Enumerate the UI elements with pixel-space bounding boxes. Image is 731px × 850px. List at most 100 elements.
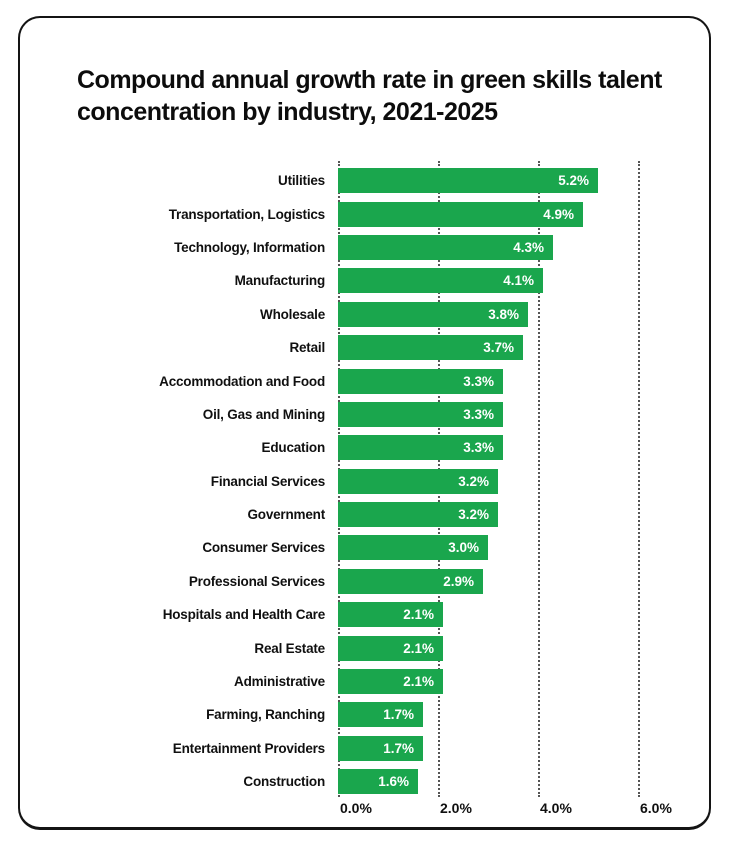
bar-row: Oil, Gas and Mining 3.3%	[80, 398, 668, 431]
bar-value-label: 3.3%	[463, 440, 494, 456]
bar: 1.7%	[338, 702, 423, 728]
bar-track: 2.1%	[338, 602, 668, 628]
gridline	[538, 161, 540, 797]
bar-track: 3.8%	[338, 301, 668, 327]
bar-row: Hospitals and Health Care 2.1%	[80, 598, 668, 631]
bar: 1.7%	[338, 735, 423, 761]
category-label: Education	[261, 440, 326, 456]
bar: 2.1%	[338, 669, 443, 695]
bar-value-label: 1.7%	[383, 707, 414, 723]
bar-row: Entertainment Providers 1.7%	[80, 732, 668, 765]
bar-track: 2.1%	[338, 669, 668, 695]
bar-row: Construction 1.6%	[80, 765, 668, 798]
bar-track: 3.3%	[338, 368, 668, 394]
bar-row: Consumer Services 3.0%	[80, 531, 668, 564]
category-label: Consumer Services	[202, 540, 325, 556]
bar-value-label: 3.3%	[463, 373, 494, 389]
x-axis: 0.0% 2.0% 4.0% 6.0%	[338, 800, 718, 820]
bar-value-label: 3.2%	[458, 507, 489, 523]
x-tick-label: 6.0%	[640, 800, 672, 816]
category-label: Transportation, Logistics	[168, 206, 325, 222]
bar-track: 3.3%	[338, 435, 668, 461]
bar-value-label: 4.9%	[543, 206, 574, 222]
bar-row: Retail 3.7%	[80, 331, 668, 364]
bar-track: 5.2%	[338, 168, 668, 194]
bar: 4.3%	[338, 234, 553, 260]
bar: 4.1%	[338, 268, 543, 294]
bar-track: 3.3%	[338, 401, 668, 427]
x-tick-label: 0.0%	[340, 800, 372, 816]
bar-track: 2.1%	[338, 635, 668, 661]
bar-rows: Utilities 5.2% Transportation, Logistics 4.…	[80, 164, 668, 798]
bar-track: 3.2%	[338, 502, 668, 528]
chart-card: Compound annual growth rate in green ski…	[18, 16, 711, 830]
category-label: Retail	[289, 340, 325, 356]
bar-value-label: 2.1%	[403, 674, 434, 690]
bar-value-label: 2.9%	[443, 573, 474, 589]
bar-row: Manufacturing 4.1%	[80, 264, 668, 297]
bar-value-label: 4.3%	[513, 239, 544, 255]
category-label: Hospitals and Health Care	[162, 607, 325, 623]
bar-row: Education 3.3%	[80, 431, 668, 464]
category-label: Construction	[243, 774, 325, 790]
bar-track: 1.6%	[338, 769, 668, 795]
category-label: Financial Services	[210, 473, 325, 489]
bar-track: 3.7%	[338, 335, 668, 361]
bar-track: 3.2%	[338, 468, 668, 494]
bar-row: Transportation, Logistics 4.9%	[80, 197, 668, 230]
bar-row: Administrative 2.1%	[80, 665, 668, 698]
category-label: Oil, Gas and Mining	[202, 406, 325, 422]
bar: 3.3%	[338, 368, 503, 394]
bar: 3.0%	[338, 535, 488, 561]
gridline	[638, 161, 640, 797]
bar-track: 4.3%	[338, 234, 668, 260]
bar-track: 1.7%	[338, 735, 668, 761]
bar-value-label: 3.0%	[448, 540, 479, 556]
bar: 3.2%	[338, 468, 498, 494]
bar: 5.2%	[338, 168, 598, 194]
bar-row: Technology, Information 4.3%	[80, 231, 668, 264]
bar-value-label: 3.8%	[488, 306, 519, 322]
bar-track: 1.7%	[338, 702, 668, 728]
bar-value-label: 3.3%	[463, 406, 494, 422]
bar-row: Utilities 5.2%	[80, 164, 668, 197]
bar-track: 4.1%	[338, 268, 668, 294]
category-label: Manufacturing	[234, 273, 326, 289]
bar-value-label: 1.6%	[378, 774, 409, 790]
bar-row: Farming, Ranching 1.7%	[80, 698, 668, 731]
bar-row: Real Estate 2.1%	[80, 631, 668, 664]
x-tick-label: 4.0%	[540, 800, 572, 816]
category-label: Utilities	[278, 173, 325, 189]
bar: 4.9%	[338, 201, 583, 227]
bar-row: Financial Services 3.2%	[80, 465, 668, 498]
chart-title: Compound annual growth rate in green ski…	[77, 66, 662, 126]
bar-value-label: 2.1%	[403, 640, 434, 656]
category-label: Professional Services	[188, 573, 325, 589]
bar: 3.7%	[338, 335, 523, 361]
bar: 3.3%	[338, 401, 503, 427]
category-label: Administrative	[234, 674, 325, 690]
x-tick-label: 2.0%	[440, 800, 472, 816]
bar-row: Government 3.2%	[80, 498, 668, 531]
bar-value-label: 5.2%	[558, 173, 589, 189]
bar-row: Professional Services 2.9%	[80, 565, 668, 598]
bar: 3.2%	[338, 502, 498, 528]
category-label: Real Estate	[254, 640, 325, 656]
bar-track: 3.0%	[338, 535, 668, 561]
bar-value-label: 2.1%	[403, 607, 434, 623]
bar: 2.1%	[338, 602, 443, 628]
category-label: Technology, Information	[174, 239, 325, 255]
bar-track: 4.9%	[338, 201, 668, 227]
category-label: Farming, Ranching	[206, 707, 325, 723]
category-label: Government	[247, 507, 325, 523]
category-label: Entertainment Providers	[172, 740, 325, 756]
bar-value-label: 3.2%	[458, 473, 489, 489]
bar: 3.8%	[338, 301, 528, 327]
bar: 2.9%	[338, 568, 483, 594]
category-label: Accommodation and Food	[159, 373, 325, 389]
bar-value-label: 3.7%	[483, 340, 514, 356]
bar: 3.3%	[338, 435, 503, 461]
bar-value-label: 1.7%	[383, 740, 414, 756]
bar-track: 2.9%	[338, 568, 668, 594]
bar-row: Wholesale 3.8%	[80, 298, 668, 331]
